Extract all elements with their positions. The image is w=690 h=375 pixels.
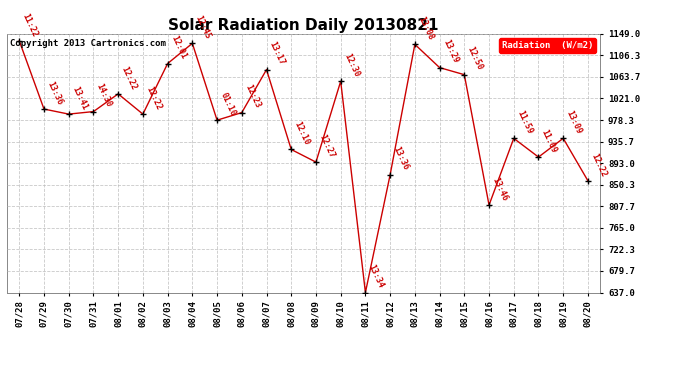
Legend: Radiation  (W/m2): Radiation (W/m2) <box>499 38 595 53</box>
Text: 12:22: 12:22 <box>589 152 608 178</box>
Text: 13:34: 13:34 <box>367 263 386 290</box>
Text: 12:22: 12:22 <box>119 64 138 91</box>
Text: 11:59: 11:59 <box>515 109 534 136</box>
Text: 11:22: 11:22 <box>21 12 39 38</box>
Text: 13:08: 13:08 <box>416 15 435 42</box>
Text: 11:09: 11:09 <box>540 128 559 154</box>
Text: 13:36: 13:36 <box>391 146 411 172</box>
Text: 12:23: 12:23 <box>243 83 262 110</box>
Text: 13:41: 13:41 <box>70 85 89 111</box>
Text: 12:50: 12:50 <box>466 45 484 72</box>
Text: 13:46: 13:46 <box>491 176 509 202</box>
Text: 13:17: 13:17 <box>268 40 286 67</box>
Title: Solar Radiation Daily 20130821: Solar Radiation Daily 20130821 <box>168 18 439 33</box>
Text: 12:01: 12:01 <box>169 34 188 61</box>
Text: 13:09: 13:09 <box>564 109 583 136</box>
Text: 12:27: 12:27 <box>317 133 336 159</box>
Text: 13:36: 13:36 <box>46 80 64 106</box>
Text: 12:22: 12:22 <box>144 85 163 111</box>
Text: 12:10: 12:10 <box>293 120 311 147</box>
Text: 13:29: 13:29 <box>441 38 460 65</box>
Text: 12:45: 12:45 <box>194 14 213 40</box>
Text: 14:30: 14:30 <box>95 82 114 109</box>
Text: 12:30: 12:30 <box>342 52 361 78</box>
Text: 01:10: 01:10 <box>219 91 237 117</box>
Text: Copyright 2013 Cartronics.com: Copyright 2013 Cartronics.com <box>10 39 166 48</box>
